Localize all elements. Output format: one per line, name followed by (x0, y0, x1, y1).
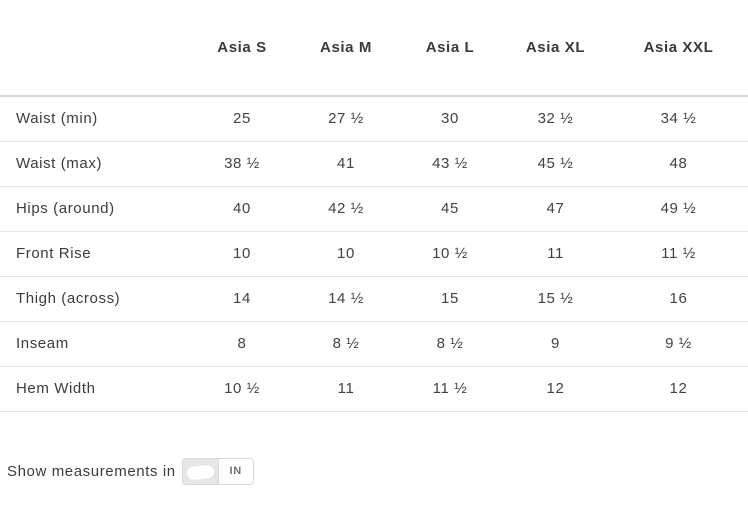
cell: 11 (337, 380, 355, 397)
table-row: Inseam 8 8 ½ 8 ½ 9 9 ½ (0, 321, 748, 366)
cell: 10 (233, 245, 251, 262)
column-header-asia-xl: Asia XL (525, 39, 586, 56)
unit-toggle-in-segment[interactable]: IN (217, 458, 253, 484)
row-label: Inseam (16, 335, 69, 352)
cell: 15 ½ (537, 290, 574, 307)
measurement-unit-footer: Show measurements in IN (0, 457, 748, 485)
obscured-unit-label (186, 464, 215, 480)
column-header-asia-l: Asia L (425, 39, 475, 56)
cell: 10 (337, 245, 355, 262)
cell: 25 (233, 110, 251, 128)
cell: 9 ½ (665, 335, 692, 352)
cell: 10 ½ (224, 380, 260, 397)
cell: 48 (669, 155, 688, 172)
unit-toggle-left-segment[interactable] (182, 458, 218, 484)
column-header-asia-xxl: Asia XXL (643, 39, 714, 56)
cell: 32 ½ (537, 110, 574, 128)
cell: 8 ½ (332, 335, 360, 352)
cell: 12 (546, 380, 565, 397)
row-label: Hips (around) (16, 200, 115, 217)
row-label: Front Rise (16, 245, 92, 262)
header-row: Asia S Asia M Asia L Asia XL Asia XXL (0, 0, 748, 96)
header-empty-cell (0, 0, 190, 96)
cell: 42 ½ (328, 200, 364, 217)
table-row: Front Rise 10 10 10 ½ 11 11 ½ (0, 231, 748, 276)
cell: 47 (546, 200, 565, 217)
unit-toggle[interactable]: IN (181, 457, 254, 485)
row-label: Thigh (across) (16, 290, 121, 307)
table-row: Thigh (across) 14 14 ½ 15 15 ½ 16 (0, 276, 748, 321)
cell: 11 ½ (432, 380, 468, 397)
cell: 11 ½ (661, 245, 696, 262)
size-chart-table: Asia S Asia M Asia L Asia XL Asia XXL Wa… (0, 0, 748, 411)
row-label: Waist (min) (16, 110, 98, 128)
show-measurements-label: Show measurements in (7, 462, 176, 480)
table-row: Hem Width 10 ½ 11 11 ½ 12 12 (0, 366, 748, 411)
cell: 38 ½ (224, 155, 260, 172)
column-header-asia-s: Asia S (217, 39, 267, 56)
row-label: Waist (max) (16, 155, 103, 172)
cell: 45 (441, 200, 459, 217)
cell: 30 (441, 110, 459, 128)
unit-in-label: IN (229, 465, 243, 477)
table-row: Hips (around) 40 42 ½ 45 47 49 ½ (0, 186, 748, 231)
cell: 15 (441, 290, 459, 307)
cell: 8 ½ (436, 335, 464, 352)
table-row: Waist (min) 25 27 ½ 30 32 ½ 34 ½ (0, 96, 748, 141)
cell: 34 ½ (660, 110, 697, 128)
cell: 10 ½ (432, 245, 468, 262)
cell: 14 (233, 290, 251, 307)
table-row: Waist (max) 38 ½ 41 43 ½ 45 ½ 48 (0, 141, 748, 186)
cell: 8 (237, 335, 247, 352)
row-label: Hem Width (16, 380, 96, 397)
cell: 49 ½ (660, 200, 697, 217)
column-header-asia-m: Asia M (320, 39, 372, 56)
cell: 14 ½ (328, 290, 364, 307)
cell: 11 (547, 245, 564, 262)
cell: 45 ½ (537, 155, 574, 172)
cell: 43 ½ (432, 155, 468, 172)
cell: 27 ½ (328, 110, 364, 128)
cell: 41 (337, 155, 355, 172)
cell: 9 (551, 335, 560, 352)
cell: 12 (669, 380, 688, 397)
cell: 16 (669, 290, 688, 307)
cell: 40 (233, 200, 251, 217)
